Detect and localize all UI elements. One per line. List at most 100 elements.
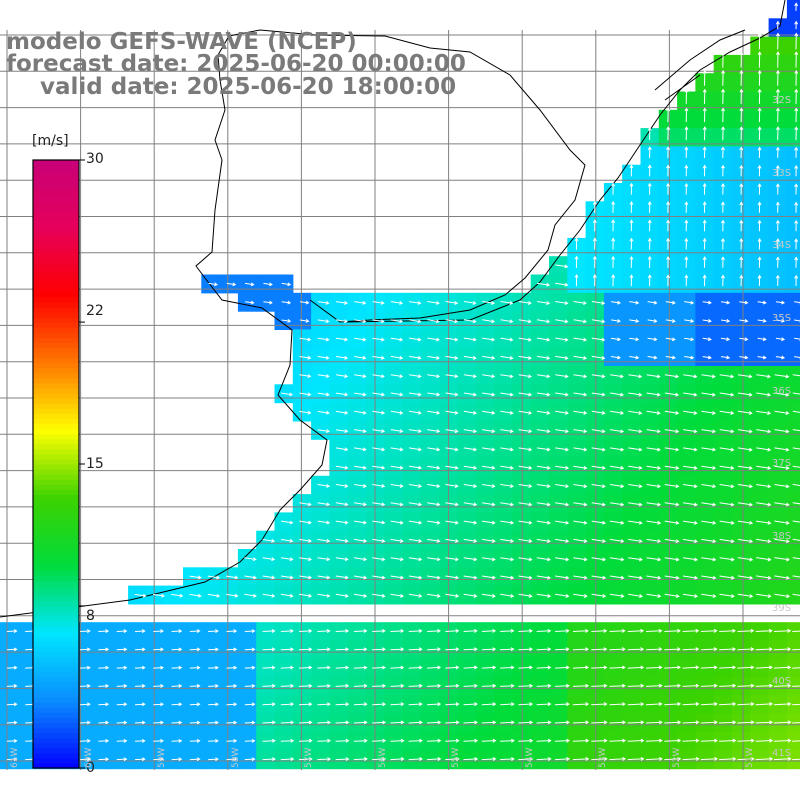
wind-arrow [646,410,661,415]
wind-arrow [463,484,478,488]
wind-arrow [610,374,624,379]
wind-arrow [684,355,695,360]
wind-arrow [536,447,551,452]
wind-arrow [794,126,799,141]
wind-arrow [226,647,238,652]
wind-arrow [610,337,621,342]
wind-arrow [701,575,717,580]
wind-arrow [682,665,700,670]
wind-arrow [445,337,459,342]
wind-arrow [572,628,589,633]
wind-arrow [299,683,313,688]
lon-label-54w: 54W [525,747,535,768]
wind-arrow [244,720,256,725]
wind-arrow [664,484,680,489]
wind-arrow [171,684,183,688]
wind-arrow [372,665,386,670]
wind-arrow [700,702,718,707]
wind-arrow [335,319,348,324]
wind-arrow [518,429,533,434]
wind-arrow [408,557,423,562]
colorbar-step [33,646,79,653]
wind-arrow [720,146,725,159]
wind-arrow [372,319,385,324]
wind-arrow [518,647,533,652]
wind-arrow [372,683,386,688]
wind-arrow [664,683,681,688]
wind-arrow [445,301,459,305]
colorbar-step [33,170,79,176]
lon-label-57w: 57W [304,747,314,768]
wind-cell [786,292,800,312]
wind-arrow [719,575,735,580]
wind-arrow [244,684,256,688]
wind-arrow [794,355,800,360]
lat-label-38s: 38S [772,531,792,542]
wind-arrow [536,538,551,543]
wind-arrow [555,593,570,598]
wind-arrow [629,219,634,232]
wind-arrow [682,683,700,688]
wind-arrow [335,720,350,725]
wind-arrow [647,237,652,250]
wind-arrow [664,628,681,633]
wind-arrow [737,683,755,688]
colorbar-step [33,469,79,475]
wind-arrow [774,392,790,397]
wind-arrow [775,51,780,68]
wind-arrow [299,593,313,598]
wind-arrow [335,575,349,580]
wind-arrow [664,520,680,525]
lon-label-60w: 60W [84,747,94,768]
wind-arrow [591,374,606,379]
wind-arrow [500,538,515,543]
wind-arrow [757,238,762,250]
wind-arrow [299,355,312,360]
wind-arrow [354,520,367,525]
wind-arrow [573,429,588,434]
wind-arrow [171,702,183,707]
wind-arrow [555,337,569,342]
wind-arrow [719,720,737,725]
wind-arrow [500,575,515,580]
wind-arrow [757,201,762,213]
wind-arrow [426,702,442,707]
wind-arrow [335,484,349,488]
wind-arrow [646,429,661,434]
wind-arrow [372,502,386,507]
wind-arrow [80,629,91,634]
wind-arrow [775,355,786,360]
wind-arrow [684,256,689,268]
wind-arrow [684,126,689,141]
wind-arrow [555,520,570,525]
wind-arrow [6,665,18,670]
wind-arrow [536,683,552,688]
wind-arrow [500,374,514,379]
wind-arrow [463,702,478,707]
wind-arrow [609,647,626,652]
wind-arrow [500,429,514,434]
wind-arrow [666,182,671,195]
wind-arrow [792,630,800,632]
wind-arrow [98,738,110,743]
wind-arrow [537,282,551,287]
colorbar-step [33,296,79,303]
wind-arrow [794,256,799,268]
wind-arrow [573,575,588,580]
wind-arrow [684,182,689,195]
colorbar-step [33,575,79,582]
wind-arrow [427,520,441,525]
wind-arrow [171,720,183,725]
wind-arrow [739,51,744,68]
wind-cell [786,402,800,422]
wind-arrow [353,738,368,743]
wind-arrow [262,720,276,725]
wind-arrow [757,274,762,287]
wind-arrow [518,337,532,342]
wind-arrow [372,429,386,434]
wind-arrow [628,502,643,507]
wind-arrow [591,720,608,725]
wind-arrow [299,702,313,707]
wind-arrow [591,484,606,489]
wind-arrow [317,538,331,543]
